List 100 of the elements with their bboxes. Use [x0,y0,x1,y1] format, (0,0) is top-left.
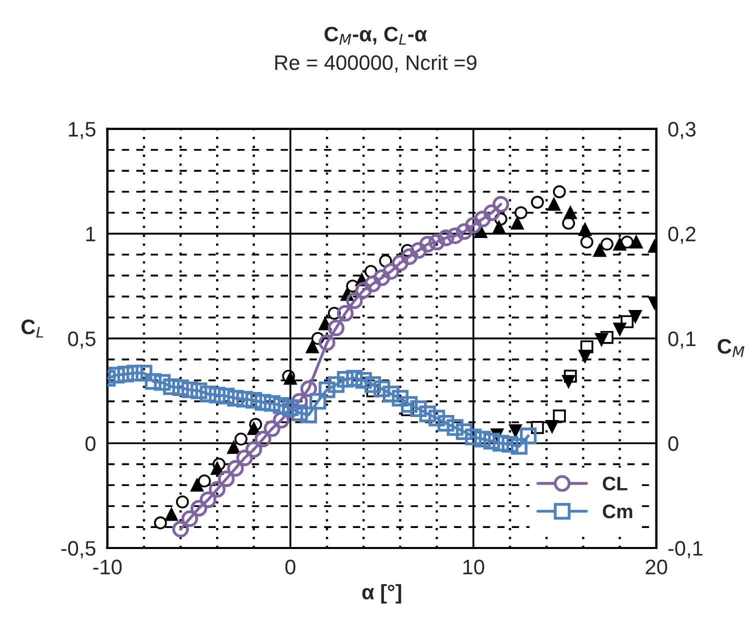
point [392,390,409,407]
point [181,381,198,398]
point [510,216,524,230]
point [456,423,473,440]
point [190,382,208,400]
y2-tick-label: -0,1 [668,541,702,558]
point [446,227,464,244]
point [355,282,372,299]
point [272,397,290,414]
point [190,478,204,492]
point [401,248,418,266]
point [392,254,409,272]
point [172,520,189,538]
point [364,276,382,292]
point [382,386,400,402]
point [546,420,559,433]
point [254,430,272,448]
point [254,394,272,411]
point [218,470,235,488]
point [595,333,608,346]
point [210,462,224,475]
point [613,238,626,251]
point [227,440,240,454]
point [245,392,262,409]
point [236,390,253,408]
point [613,322,626,336]
point [318,334,336,351]
legend-label: CL [602,476,628,490]
point [227,390,244,407]
y-tick-label: 1,5 [68,122,96,140]
y-tick-label: -0,5 [61,541,96,558]
point [374,380,390,398]
point [564,206,577,220]
point [630,236,643,249]
point [438,230,454,246]
point [509,424,522,438]
y2-tick-label: 0,2 [668,226,696,244]
point [346,370,363,387]
point [264,420,280,437]
point [181,510,198,527]
point [126,364,144,382]
point [355,372,372,389]
point [108,366,125,384]
y2-tick-label: 0,3 [668,122,696,140]
point [410,400,427,417]
point [530,196,544,209]
point [578,350,592,363]
point [236,450,253,466]
point [465,428,482,446]
point [520,428,537,444]
point [382,263,400,280]
y2-tick-label: 0,1 [668,331,696,349]
point [510,438,528,455]
point [136,364,152,382]
y-tick-label: 0,5 [68,331,96,349]
point [562,374,575,388]
point [310,392,326,410]
point [419,236,436,252]
point [117,366,134,382]
point [176,495,189,508]
point [428,410,446,426]
point [465,216,482,234]
point [438,414,454,432]
point [247,422,260,436]
point [172,379,189,396]
point [552,185,566,198]
point [547,198,560,211]
y2-axis-title: C$_{M}$ [718,338,744,357]
point [218,388,235,404]
point [144,373,162,390]
point [552,410,566,422]
y-tick-label: 1 [86,226,96,242]
point [600,238,614,251]
point [374,269,390,286]
point [483,432,500,450]
point [483,204,500,222]
point [198,474,211,488]
point [346,292,363,310]
point [336,304,354,322]
point [628,310,642,323]
point [419,406,436,422]
point [562,216,575,230]
point [502,436,518,453]
point [580,236,594,249]
chart-subtitle: Re = 400000, Ncrit =9 [275,54,476,73]
point [428,234,446,250]
point [364,376,382,393]
y-tick-label: 0 [86,436,96,451]
point [474,210,491,228]
point [336,370,354,388]
point [514,206,528,220]
point [410,242,427,259]
point [208,480,226,498]
point [154,374,171,391]
x-axis-title: α [°] [362,584,402,604]
point [306,340,319,354]
point [492,196,510,213]
chart-title: C$_{M}$-α, C$_{L}$-α [324,26,427,45]
point [245,441,262,458]
point [446,419,464,436]
